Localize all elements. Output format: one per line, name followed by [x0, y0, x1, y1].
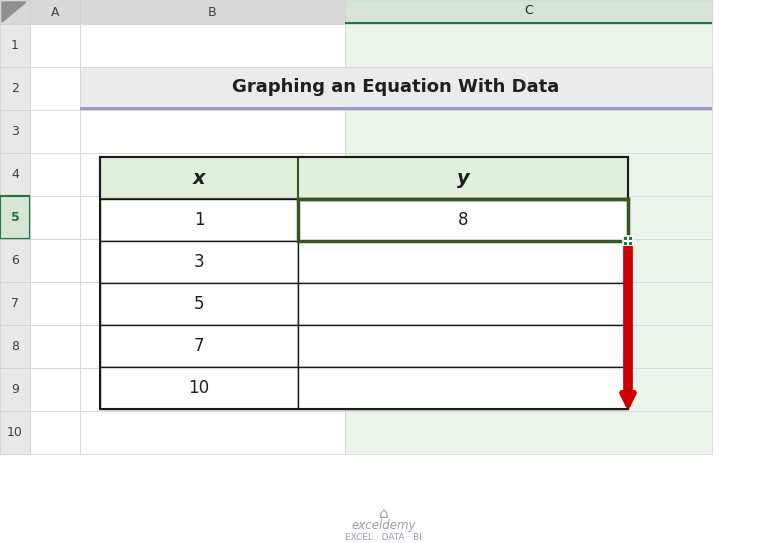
Bar: [30, 110, 80, 153]
Bar: [623, 236, 633, 246]
Bar: [345, 0, 712, 24]
Bar: [0, 325, 30, 368]
Bar: [100, 241, 298, 283]
Bar: [30, 24, 80, 67]
Bar: [80, 0, 345, 24]
Bar: [0, 411, 30, 454]
Bar: [80, 196, 345, 239]
Text: x: x: [193, 168, 206, 187]
Text: 9: 9: [11, 383, 19, 396]
Bar: [0, 282, 30, 325]
Bar: [80, 67, 712, 110]
Bar: [80, 411, 345, 454]
Bar: [100, 283, 298, 325]
Text: 3: 3: [194, 253, 204, 271]
Bar: [100, 199, 298, 241]
Bar: [0, 153, 30, 196]
Text: y: y: [456, 168, 469, 187]
Text: B: B: [208, 5, 217, 18]
Text: C: C: [524, 4, 533, 17]
Bar: [80, 282, 345, 325]
Bar: [298, 241, 628, 283]
Text: 4: 4: [11, 168, 19, 181]
Bar: [30, 325, 80, 368]
Text: 1: 1: [194, 211, 204, 229]
Bar: [30, 239, 80, 282]
Text: 8: 8: [458, 211, 468, 229]
Bar: [100, 157, 628, 199]
Bar: [0, 0, 30, 24]
Bar: [0, 368, 30, 411]
Bar: [0, 67, 30, 110]
Bar: [30, 0, 80, 24]
Bar: [298, 367, 628, 409]
Text: 3: 3: [11, 125, 19, 138]
Text: A: A: [51, 5, 59, 18]
Bar: [30, 282, 80, 325]
Bar: [0, 24, 30, 67]
Text: 6: 6: [11, 254, 19, 267]
Text: 10: 10: [7, 426, 23, 439]
Text: 10: 10: [189, 379, 209, 397]
Bar: [298, 325, 628, 367]
Bar: [0, 196, 30, 239]
Bar: [30, 153, 80, 196]
Bar: [345, 22, 712, 24]
Text: 1: 1: [11, 39, 19, 52]
Bar: [0, 239, 30, 282]
Text: 7: 7: [11, 297, 19, 310]
Bar: [80, 110, 345, 153]
Bar: [298, 199, 628, 241]
Bar: [80, 325, 345, 368]
Bar: [345, 24, 712, 454]
Polygon shape: [2, 2, 26, 22]
Bar: [30, 67, 80, 110]
Bar: [0, 110, 30, 153]
Bar: [80, 368, 345, 411]
Bar: [80, 107, 712, 110]
Bar: [80, 153, 345, 196]
Bar: [80, 67, 345, 110]
Text: exceldemy: exceldemy: [351, 520, 416, 533]
Bar: [30, 368, 80, 411]
Bar: [100, 367, 298, 409]
Bar: [30, 196, 80, 239]
Bar: [80, 239, 345, 282]
Bar: [298, 283, 628, 325]
Bar: [100, 157, 628, 409]
Text: 7: 7: [194, 337, 204, 355]
Bar: [30, 411, 80, 454]
Bar: [298, 199, 628, 241]
Text: 2: 2: [11, 82, 19, 95]
Text: Graphing an Equation With Data: Graphing an Equation With Data: [232, 79, 560, 97]
Text: 5: 5: [194, 295, 204, 313]
Bar: [80, 24, 345, 67]
Bar: [100, 325, 298, 367]
Text: EXCEL · DATA · BI: EXCEL · DATA · BI: [345, 534, 422, 542]
Text: 5: 5: [11, 211, 19, 224]
Text: 8: 8: [11, 340, 19, 353]
Text: ⌂: ⌂: [379, 506, 388, 521]
